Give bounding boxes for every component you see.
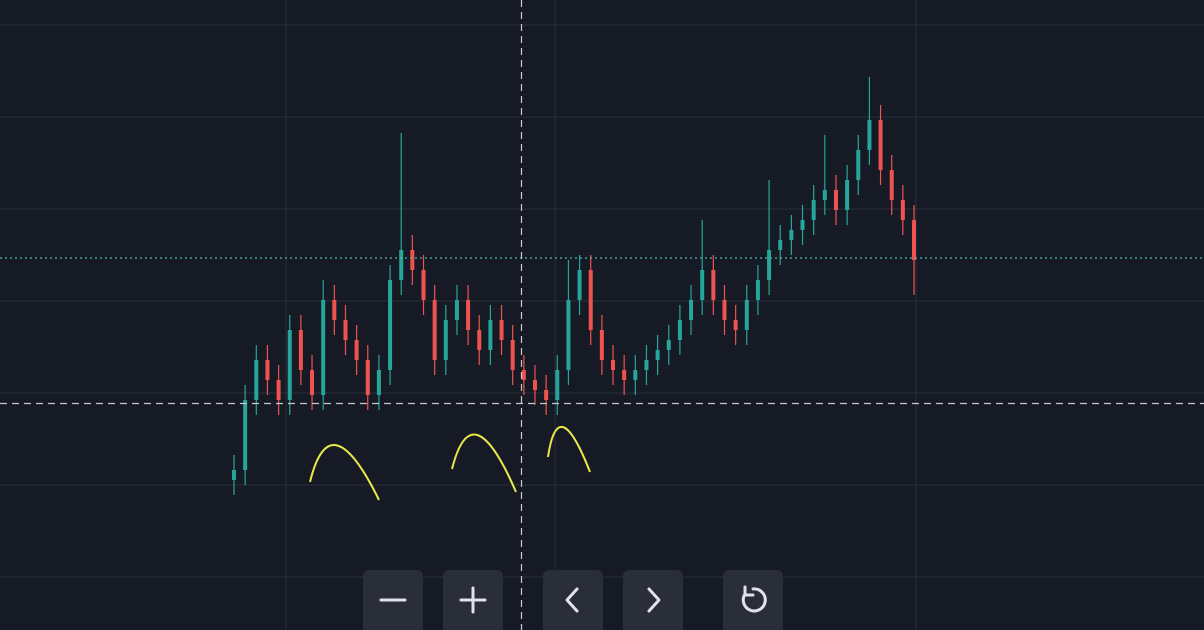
candle-body [900, 200, 905, 220]
candle-body [232, 470, 236, 480]
scroll-left-button[interactable] [543, 570, 603, 630]
drawn-arc [547, 425, 591, 473]
candle-body [711, 270, 716, 300]
candle-body [532, 380, 537, 390]
candle-body [677, 320, 682, 340]
zoom-in-button[interactable] [443, 570, 503, 630]
candle-body [845, 180, 850, 210]
candle-body [343, 320, 348, 340]
candle-body [510, 340, 515, 370]
candle-body [254, 360, 259, 400]
candle-body [811, 200, 816, 220]
candle-body [265, 360, 270, 380]
drawings [309, 425, 591, 501]
candle-body [722, 300, 727, 320]
candle-body [421, 270, 426, 300]
zoom-out-button[interactable] [363, 570, 423, 630]
candle-body [867, 120, 872, 150]
candle-body [287, 330, 292, 400]
candle-body [488, 320, 493, 350]
candle-body [432, 300, 437, 360]
candle-body [733, 320, 738, 330]
candle-body [276, 380, 281, 400]
candle-body [912, 220, 916, 260]
candle-body [644, 360, 649, 370]
candle-body [577, 270, 582, 300]
candle-body [588, 270, 593, 330]
candle-body [499, 320, 504, 340]
candle-body [354, 340, 359, 360]
candle-body [566, 300, 571, 370]
candle-body [243, 400, 248, 470]
candles [232, 77, 916, 495]
candle-body [889, 170, 894, 200]
candle-body [410, 250, 415, 270]
candle-body [800, 220, 805, 230]
candle-body [622, 370, 627, 380]
candle-body [689, 300, 694, 320]
candle-body [778, 240, 783, 250]
candle-body [666, 340, 671, 350]
candle-body [544, 390, 549, 400]
drawn-arc [451, 433, 517, 493]
candle-body [310, 370, 315, 395]
scroll-right-button[interactable] [623, 570, 683, 630]
candle-body [388, 280, 393, 370]
candle-body [767, 250, 772, 280]
candle-body [700, 270, 705, 300]
candle-body [878, 120, 883, 170]
candle-body [477, 330, 482, 350]
candle-body [521, 370, 526, 380]
candle-body [399, 250, 404, 280]
candle-body [365, 360, 370, 395]
candle-body [298, 330, 303, 370]
candle-body [633, 370, 638, 380]
candle-body [833, 190, 838, 210]
drawn-arc [309, 444, 380, 501]
candle-body [822, 190, 827, 200]
candle-body [611, 360, 616, 370]
candle-body [655, 350, 660, 360]
reset-button[interactable] [723, 570, 783, 630]
candle-body [454, 300, 459, 320]
candle-body [755, 280, 760, 300]
candle-body [789, 230, 794, 240]
candle-body [466, 300, 471, 330]
candle-body [332, 300, 337, 320]
candle-body [443, 320, 448, 360]
candle-body [555, 370, 560, 400]
candle-body [856, 150, 861, 180]
candle-body [321, 300, 326, 395]
candle-body [744, 300, 749, 330]
candle-body [376, 370, 381, 395]
candle-body [599, 330, 604, 360]
